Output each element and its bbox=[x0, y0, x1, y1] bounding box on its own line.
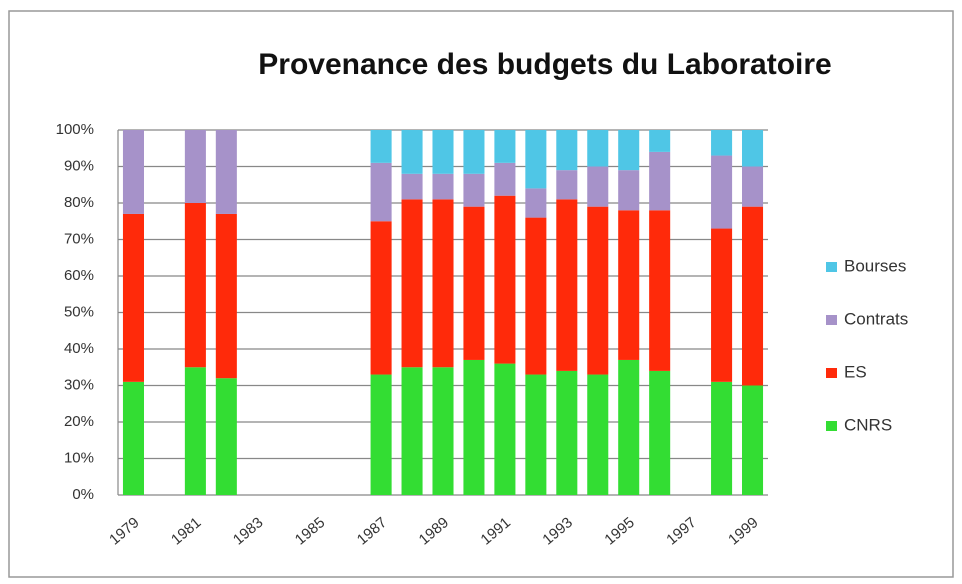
bar-segment bbox=[463, 359, 485, 495]
bar-segment bbox=[556, 370, 578, 495]
bar-segment bbox=[556, 199, 578, 371]
bar-segment bbox=[432, 367, 454, 495]
legend-label: ES bbox=[844, 362, 867, 381]
y-tick-label: 40% bbox=[64, 340, 94, 357]
bar-segment bbox=[587, 374, 609, 495]
bar-segment bbox=[649, 130, 671, 152]
bar-segment bbox=[494, 363, 516, 495]
bar-segment bbox=[122, 213, 144, 382]
bar-segment bbox=[463, 130, 485, 174]
bar-segment bbox=[463, 206, 485, 360]
bar-segment bbox=[742, 166, 764, 207]
bar-segment bbox=[122, 130, 144, 214]
bar-segment bbox=[494, 130, 516, 163]
bar-segment bbox=[401, 130, 423, 174]
chart-title: Provenance des budgets du Laboratoire bbox=[258, 48, 831, 81]
bar-segment bbox=[370, 221, 392, 375]
bar-segment bbox=[432, 199, 454, 368]
legend-swatch bbox=[826, 262, 837, 272]
bar-segment bbox=[618, 130, 640, 171]
legend-swatch bbox=[826, 368, 837, 378]
bar-segment bbox=[370, 130, 392, 163]
y-tick-label: 100% bbox=[56, 121, 94, 138]
y-tick-label: 50% bbox=[64, 303, 94, 320]
bar-segment bbox=[587, 206, 609, 375]
bar-segment bbox=[556, 130, 578, 171]
bar-segment bbox=[649, 151, 671, 211]
bar-segment bbox=[184, 203, 206, 368]
bar-segment bbox=[742, 130, 764, 167]
bar-segment bbox=[525, 217, 547, 375]
bar-segment bbox=[184, 130, 206, 203]
bar-segment bbox=[401, 367, 423, 495]
bar-segment bbox=[587, 130, 609, 167]
bar-segment bbox=[742, 206, 764, 386]
bar-segment bbox=[432, 173, 454, 200]
bar-segment bbox=[556, 170, 578, 200]
bar-segment bbox=[525, 130, 547, 189]
bar-segment bbox=[618, 170, 640, 211]
bar-segment bbox=[370, 374, 392, 495]
bar-segment bbox=[494, 195, 516, 364]
bar-segment bbox=[494, 162, 516, 196]
legend-swatch bbox=[826, 315, 837, 325]
legend-label: Bourses bbox=[844, 256, 906, 275]
legend-label: Contrats bbox=[844, 309, 908, 328]
y-tick-label: 70% bbox=[64, 230, 94, 247]
y-tick-label: 90% bbox=[64, 157, 94, 174]
y-tick-label: 30% bbox=[64, 376, 94, 393]
bar-segment bbox=[401, 173, 423, 200]
bar-segment bbox=[649, 370, 671, 495]
bar-segment bbox=[711, 381, 733, 495]
bar-segment bbox=[649, 210, 671, 371]
bar-segment bbox=[463, 173, 485, 207]
y-tick-label: 10% bbox=[64, 449, 94, 466]
y-tick-label: 80% bbox=[64, 194, 94, 211]
bar-segment bbox=[525, 374, 547, 495]
legend-label: CNRS bbox=[844, 415, 892, 434]
legend-swatch bbox=[826, 421, 837, 431]
bar-segment bbox=[711, 228, 733, 382]
bar-segment bbox=[184, 367, 206, 495]
bar-segment bbox=[525, 188, 547, 218]
bar-segment bbox=[711, 130, 733, 156]
bar-segment bbox=[432, 130, 454, 174]
bar-segment bbox=[370, 162, 392, 222]
bar-segment bbox=[215, 130, 237, 214]
bar-segment bbox=[215, 213, 237, 379]
y-tick-label: 20% bbox=[64, 413, 94, 430]
bar-segment bbox=[742, 385, 764, 495]
y-tick-label: 0% bbox=[72, 486, 94, 503]
bar-segment bbox=[618, 359, 640, 495]
bar-segment bbox=[587, 166, 609, 207]
bar-segment bbox=[215, 378, 237, 495]
bar-segment bbox=[618, 210, 640, 360]
bar-segment bbox=[711, 155, 733, 229]
bar-segment bbox=[401, 199, 423, 368]
bar-segment bbox=[122, 381, 144, 495]
y-tick-label: 60% bbox=[64, 267, 94, 284]
